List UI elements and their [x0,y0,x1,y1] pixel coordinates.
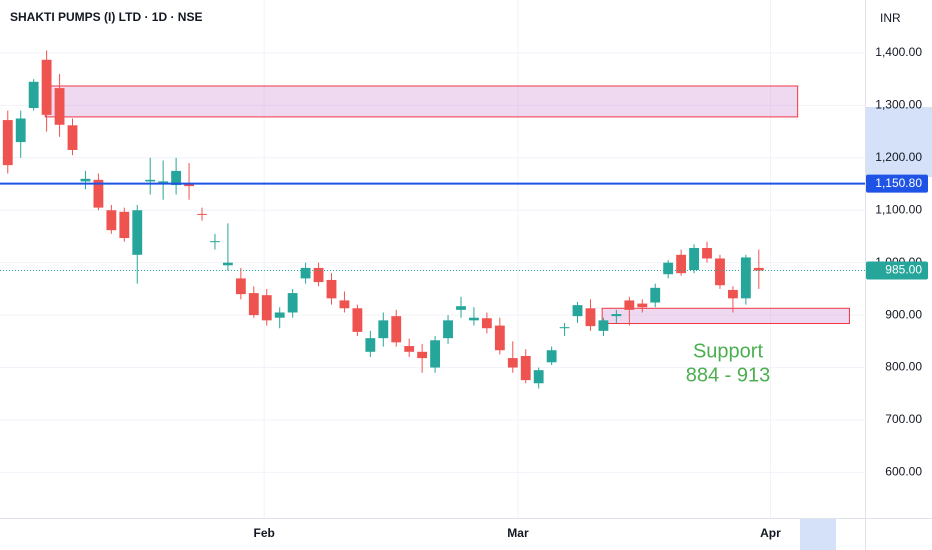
candle-body [624,300,635,310]
candle-body [520,355,531,381]
y-tick-label: 1,200.00 [875,150,922,164]
axis-highlight [866,107,932,177]
price-label-bg [866,174,928,193]
candle-body [365,338,376,352]
candle-body [546,350,557,363]
candle-body [727,289,738,299]
candle-body [106,210,117,231]
x-tick-label: Feb [253,526,274,540]
candle-body [469,317,479,321]
candle-body [222,262,233,266]
candle-body [598,320,609,331]
candle-body [507,358,518,368]
y-tick-label: 1,100.00 [875,202,922,216]
candle-body [300,267,311,279]
candle-body [132,210,143,255]
candle-body [145,179,156,182]
candle-body [585,308,596,327]
candle-body [339,300,350,309]
candle-body [689,247,699,271]
candle-body [676,254,687,274]
candle-body [611,314,622,317]
candle-body [248,293,259,316]
candle-body [352,308,363,332]
y-tick-label: 700.00 [885,412,922,426]
price-label-bg [866,261,928,280]
candle-body [572,305,583,317]
price-label: 1,150.80 [875,176,922,190]
x-tick-label: Apr [760,526,781,540]
candle-body [80,178,91,182]
y-tick-label: 600.00 [885,465,922,479]
candle-body [197,213,207,215]
candle-body [715,258,725,286]
y-tick-label: 1,300.00 [875,98,922,112]
candle-body [559,327,570,329]
candle-body [753,267,764,271]
candle-body [650,287,661,303]
candle-body [274,312,285,318]
candle-body [158,181,169,183]
candle-body [702,247,712,259]
candle-body [404,346,415,352]
candle-body [663,262,674,275]
candle-body [481,318,492,329]
candle-body [326,279,337,299]
axis-highlight [800,519,836,550]
candle-body [287,293,298,313]
candle-body [637,303,648,308]
candle-body [740,257,751,299]
annotation: 884 - 913 [686,364,771,386]
price-label: 985.00 [885,263,922,277]
candle-body [391,316,402,343]
candle-body [171,170,182,186]
chart-title: SHAKTI PUMPS (I) LTD · 1D · NSE [10,10,202,24]
candle-body [28,81,39,109]
zone [601,307,850,324]
zone [44,85,799,118]
candle-body [41,59,52,115]
candle-body [2,120,13,166]
candle-body [261,295,272,321]
candle-body [456,306,466,310]
candle-body [67,125,78,150]
candle-body [494,325,505,351]
annotation: Support [693,340,763,362]
candle-body [119,211,130,239]
y-tick-label: 900.00 [885,307,922,321]
candle-body [93,179,104,208]
candle-body [417,351,428,359]
y-tick-label: 800.00 [885,360,922,374]
currency: INR [880,11,901,25]
y-tick-label: 1,400.00 [875,45,922,59]
candle-body [54,88,65,125]
candle-body [430,340,441,368]
x-tick-label: Mar [507,526,529,540]
candle-body [533,370,544,384]
candle-body [443,320,453,339]
candle-body [184,184,194,187]
candle-body [235,278,246,295]
candle-body [15,118,26,143]
candle-body [378,320,389,339]
candle-body [313,267,324,283]
candle-body [210,241,220,243]
